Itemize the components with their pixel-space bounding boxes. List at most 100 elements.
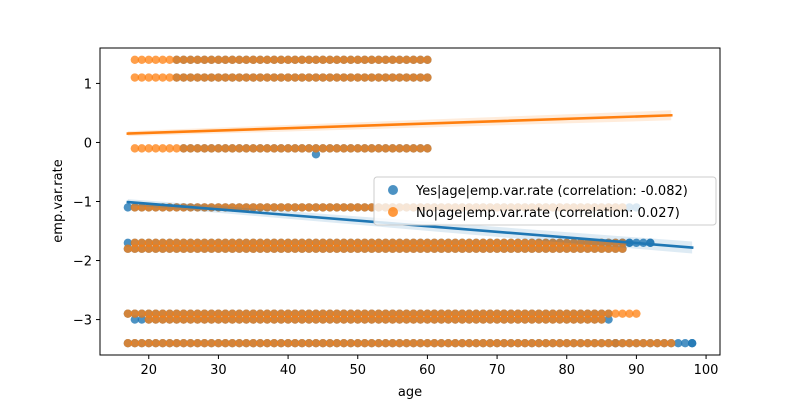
point-no [562, 338, 571, 348]
legend-box [373, 176, 717, 226]
point-no [339, 315, 349, 324]
point-no [541, 338, 551, 348]
y-tick-label: 0 [84, 136, 92, 151]
point-no [395, 144, 404, 153]
point-no [283, 238, 293, 248]
point-no [478, 238, 488, 248]
point-no [249, 238, 258, 248]
point-no [534, 315, 544, 324]
point-no [437, 244, 446, 253]
point-no [513, 309, 523, 318]
point-no [367, 338, 376, 348]
point-no [381, 73, 390, 82]
point-no [151, 55, 160, 65]
point-no [465, 338, 474, 348]
point-no [485, 338, 495, 348]
point-no [179, 238, 188, 248]
point-no [416, 238, 425, 248]
point-no [283, 55, 293, 65]
point-no [353, 244, 362, 253]
point-no [242, 315, 251, 324]
point-no [276, 315, 286, 324]
point-no [193, 315, 202, 324]
point-no [311, 309, 321, 318]
x-tick-label: 20 [140, 363, 157, 378]
point-no [207, 73, 216, 82]
point-no [193, 144, 202, 153]
point-no [492, 338, 502, 348]
point-no [221, 55, 230, 65]
point-no [381, 144, 390, 153]
point-no [374, 315, 383, 324]
point-no [520, 244, 530, 253]
point-no [569, 315, 578, 324]
point-yes [123, 203, 133, 212]
point-no [269, 244, 279, 253]
point-no [625, 309, 634, 318]
point-no [541, 309, 551, 318]
point-no [151, 73, 160, 82]
point-no [318, 244, 328, 253]
point-no [262, 244, 272, 253]
point-no [353, 309, 362, 318]
point-no [318, 238, 328, 248]
point-no [249, 55, 258, 65]
point-no [144, 315, 153, 324]
point-no [409, 338, 418, 348]
point-no [221, 309, 230, 318]
y-axis-ticks: −3 −2 −1 0 1 [73, 77, 100, 329]
point-no [353, 338, 362, 348]
point-no [151, 315, 160, 324]
point-no [353, 315, 362, 324]
point-no [235, 309, 244, 318]
point-no [269, 144, 279, 153]
point-no [332, 338, 342, 348]
point-no [444, 309, 453, 318]
point-no [339, 144, 349, 153]
point-no [249, 144, 258, 153]
point-no [165, 244, 174, 253]
point-no [242, 144, 251, 153]
point-no [492, 315, 502, 324]
point-no [597, 244, 606, 253]
point-no [346, 338, 355, 348]
x-tick-label: 70 [489, 363, 506, 378]
point-no [158, 55, 167, 65]
point-no [304, 144, 314, 153]
point-yes [137, 315, 146, 324]
legend: Yes|age|emp.var.rate (correlation: -0.08… [373, 176, 717, 226]
point-no [465, 244, 474, 253]
point-no [597, 315, 606, 324]
point-no [604, 309, 613, 318]
point-no [228, 73, 237, 82]
y-tick-label: −2 [73, 255, 92, 270]
point-no [562, 315, 571, 324]
point-no [555, 309, 564, 318]
point-no [311, 338, 321, 348]
point-no [200, 55, 209, 65]
point-no [304, 315, 314, 324]
point-no [165, 315, 174, 324]
point-no [339, 73, 349, 82]
point-no [353, 238, 362, 248]
point-no [590, 244, 599, 253]
point-no [325, 238, 335, 248]
point-no [416, 73, 425, 82]
point-no [583, 244, 592, 253]
point-no [395, 309, 404, 318]
point-no [249, 315, 258, 324]
point-no [207, 338, 216, 348]
x-tick-label: 60 [419, 363, 436, 378]
point-no [562, 309, 571, 318]
point-no [137, 203, 146, 212]
point-no [297, 55, 307, 65]
point-no [297, 309, 307, 318]
point-no [451, 309, 460, 318]
point-no [179, 144, 188, 153]
point-no [402, 55, 411, 65]
point-no [207, 315, 216, 324]
point-no [144, 203, 153, 212]
point-no [583, 309, 592, 318]
point-no [513, 338, 523, 348]
point-no [249, 309, 258, 318]
